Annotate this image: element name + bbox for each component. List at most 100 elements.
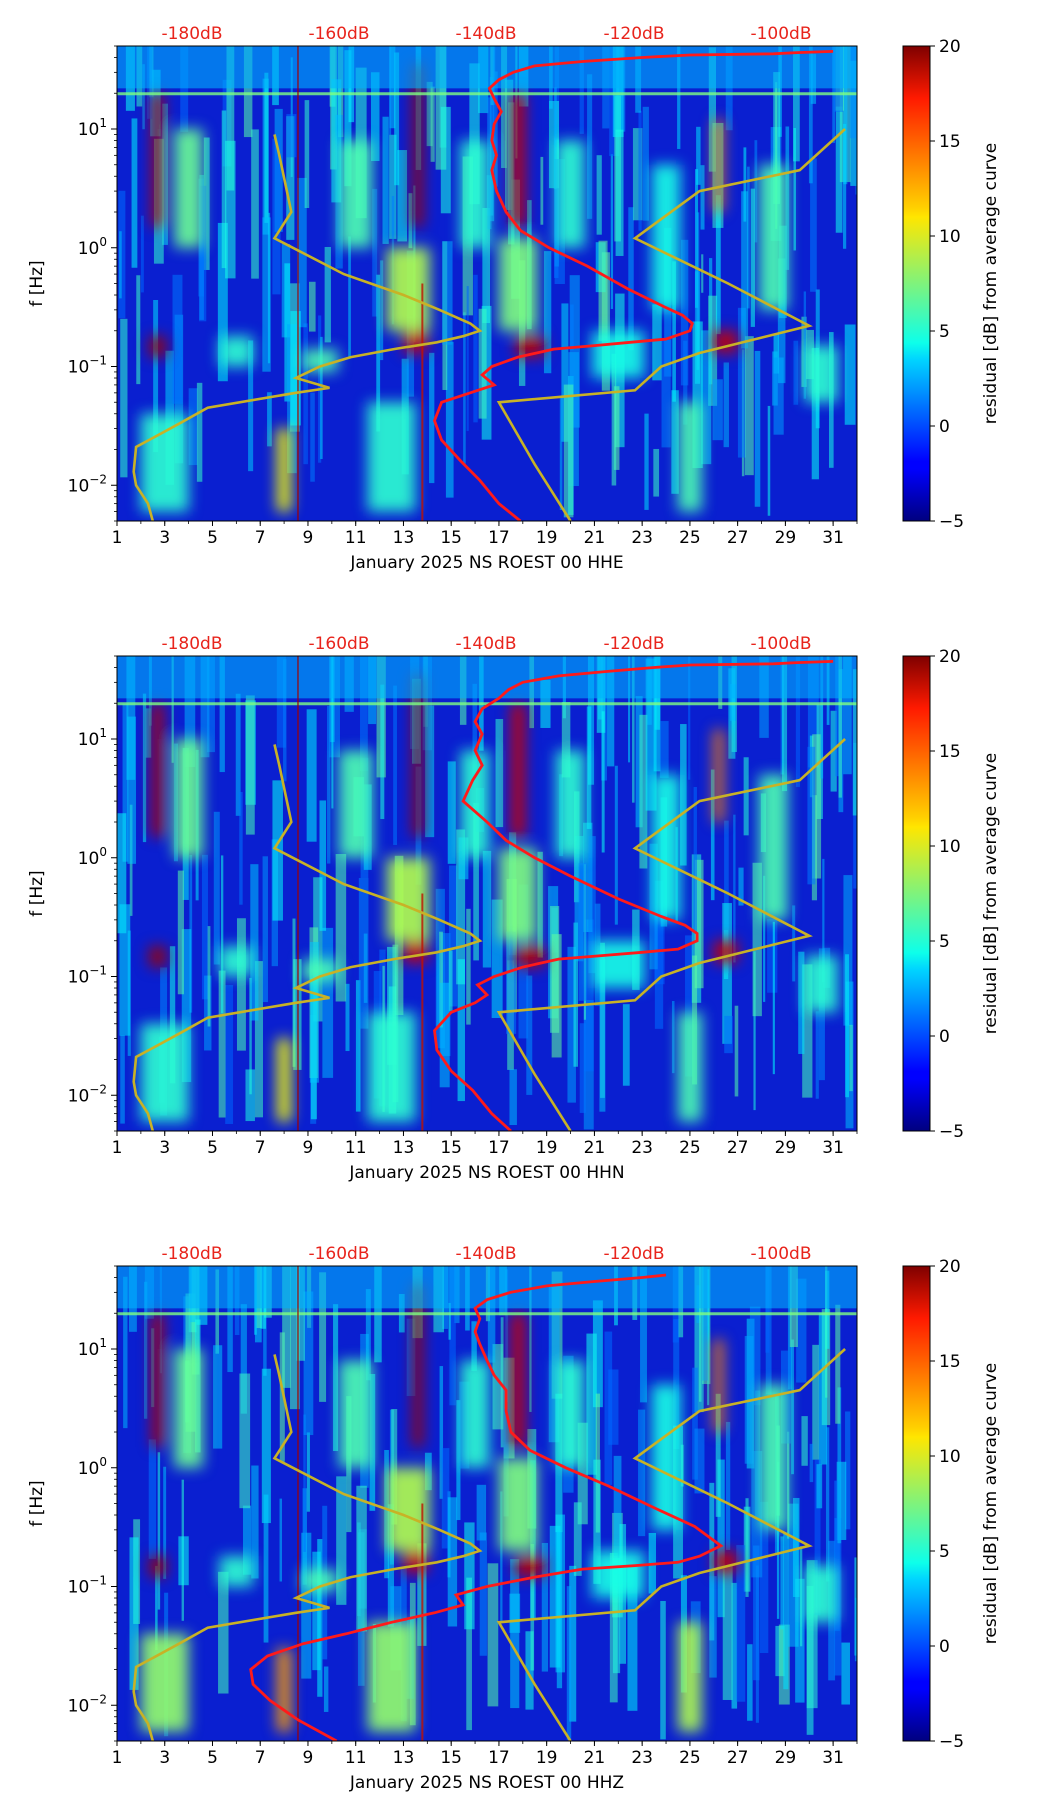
top-db-label: -100dB [750, 634, 811, 654]
panel-hhn: 1 3 5 7 9 11 13 15 17 19 21 23 25 27 29 3110−210−110010… [27, 634, 1001, 1183]
reference-curve-low [132, 134, 483, 521]
reference-curve-high [496, 128, 846, 521]
x-tick-label: 21 [584, 1138, 606, 1158]
x-tick-label: 31 [822, 1138, 844, 1158]
colorbar-tick-label: 5 [939, 932, 950, 952]
reference-curve-high [496, 738, 846, 1131]
y-tick-label: 100 [78, 235, 107, 259]
x-tick-label: 11 [345, 1748, 367, 1768]
y-tick-label: 101 [78, 1336, 107, 1360]
colorbar-gradient [902, 45, 931, 522]
x-tick-label: 7 [255, 1138, 266, 1158]
x-axis-label: January 2025 NS ROEST 00 HHZ [349, 1773, 624, 1793]
top-db-label: -140dB [455, 634, 516, 654]
colorbar-tick-label: 20 [939, 37, 961, 57]
x-tick-label: 29 [775, 1138, 797, 1158]
y-tick-label: 10−1 [68, 1574, 107, 1598]
x-tick-label: 27 [727, 1748, 749, 1768]
y-axis-label: f [Hz] [27, 1480, 47, 1526]
spectrogram-heatmap [117, 1266, 857, 1741]
x-tick-label: 13 [393, 1748, 415, 1768]
x-tick-label: 25 [679, 528, 701, 548]
colorbar-tick-label: 0 [939, 1637, 950, 1657]
top-db-label: -120dB [603, 24, 664, 44]
spectrogram-heatmap [117, 46, 857, 521]
top-db-label: -120dB [603, 1244, 664, 1264]
top-db-label: -180dB [161, 1244, 222, 1264]
colorbar-tick-label: −5 [939, 1122, 964, 1142]
colorbar-tick-label: 0 [939, 417, 950, 437]
colorbar-gradient [902, 655, 931, 1132]
colorbar-gradient [902, 1265, 931, 1742]
colorbar-tick-label: 5 [939, 1542, 950, 1562]
x-tick-label: 29 [775, 528, 797, 548]
colorbar: −5 0 5 10 15 20 residual [dB] from average cur… [902, 647, 1001, 1142]
colorbar: −5 0 5 10 15 20 residual [dB] from average cur… [902, 1257, 1001, 1752]
spectrogram-heatmap [117, 656, 857, 1131]
x-tick-label: 15 [440, 1138, 462, 1158]
x-tick-label: 31 [822, 1748, 844, 1768]
x-tick-label: 27 [727, 528, 749, 548]
colorbar-tick-label: 5 [939, 322, 950, 342]
top-db-label: -160dB [308, 1244, 369, 1264]
x-tick-label: 25 [679, 1748, 701, 1768]
colorbar-tick-label: −5 [939, 1732, 964, 1752]
colorbar-label: residual [dB] from average curve [981, 1363, 1001, 1644]
x-tick-label: 19 [536, 1748, 558, 1768]
x-tick-label: 5 [207, 1748, 218, 1768]
colorbar-tick-label: 15 [939, 742, 961, 762]
x-tick-label: 9 [303, 1748, 314, 1768]
reference-curve-high [496, 1348, 846, 1741]
x-tick-label: 17 [488, 528, 510, 548]
x-tick-label: 13 [393, 528, 415, 548]
reference-curve-low [132, 1354, 483, 1741]
x-tick-label: 1 [112, 1138, 123, 1158]
top-db-label: -180dB [161, 634, 222, 654]
y-tick-label: 101 [78, 726, 107, 750]
top-db-label: -160dB [308, 634, 369, 654]
colorbar-tick-label: 20 [939, 1257, 961, 1277]
top-db-label: -140dB [455, 1244, 516, 1264]
x-axis-label: January 2025 NS ROEST 00 HHN [348, 1163, 624, 1183]
average-curve [249, 1273, 724, 1741]
colorbar-tick-label: 15 [939, 132, 961, 152]
x-tick-label: 25 [679, 1138, 701, 1158]
average-curve [433, 50, 834, 521]
y-tick-label: 101 [78, 116, 107, 140]
colorbar-tick-label: 15 [939, 1352, 961, 1372]
x-tick-label: 3 [159, 1748, 170, 1768]
x-tick-label: 13 [393, 1138, 415, 1158]
x-tick-label: 23 [631, 1138, 653, 1158]
x-tick-label: 1 [112, 1748, 123, 1768]
x-tick-label: 19 [536, 528, 558, 548]
colorbar-tick-label: −5 [939, 512, 964, 532]
colorbar-tick-label: 0 [939, 1027, 950, 1047]
x-tick-label: 11 [345, 1138, 367, 1158]
x-tick-label: 15 [440, 528, 462, 548]
colorbar-tick-label: 10 [939, 227, 961, 247]
x-tick-label: 3 [159, 1138, 170, 1158]
colorbar-tick-label: 10 [939, 1447, 961, 1467]
y-axis-label: f [Hz] [27, 260, 47, 306]
x-tick-label: 7 [255, 528, 266, 548]
x-tick-label: 5 [207, 1138, 218, 1158]
x-tick-label: 17 [488, 1748, 510, 1768]
x-tick-label: 9 [303, 1138, 314, 1158]
x-tick-label: 23 [631, 528, 653, 548]
reference-curve-low [132, 744, 483, 1131]
x-tick-label: 29 [775, 1748, 797, 1768]
top-db-label: -100dB [750, 24, 811, 44]
panel-hhz: 1 3 5 7 9 11 13 15 17 19 21 23 25 27 29 3110−210−110010… [27, 1244, 1001, 1793]
y-tick-label: 10−1 [68, 354, 107, 378]
y-tick-label: 10−2 [68, 472, 107, 496]
top-db-label: -100dB [750, 1244, 811, 1264]
y-tick-label: 100 [78, 1455, 107, 1479]
x-tick-label: 21 [584, 1748, 606, 1768]
y-tick-label: 10−2 [68, 1082, 107, 1106]
y-tick-label: 100 [78, 845, 107, 869]
x-axis-label: January 2025 NS ROEST 00 HHE [349, 553, 623, 573]
x-tick-label: 3 [159, 528, 170, 548]
x-tick-label: 23 [631, 1748, 653, 1768]
x-tick-label: 7 [255, 1748, 266, 1768]
